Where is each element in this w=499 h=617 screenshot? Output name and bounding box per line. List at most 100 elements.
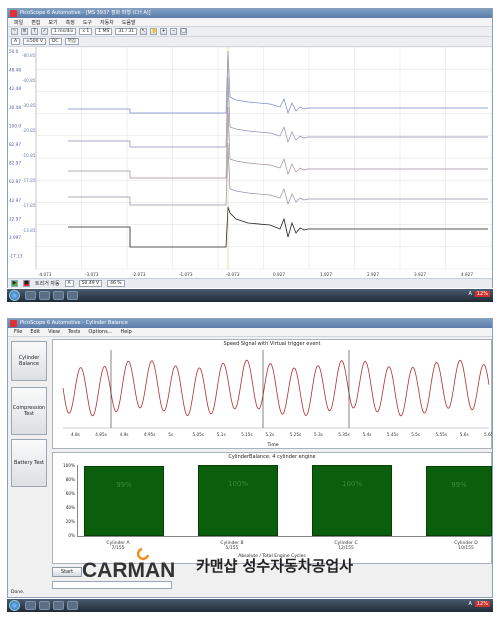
bar-cylinder-c[interactable]: 100% xyxy=(312,465,392,536)
bar-cylinder-b[interactable]: 100% xyxy=(198,465,278,536)
menu-file[interactable]: 파일 xyxy=(14,19,24,26)
trace-cyl-5 xyxy=(68,206,488,248)
x-tick-label: -2.073 xyxy=(132,272,146,277)
x-tick-label: 0.927 xyxy=(273,272,285,277)
menu-tests[interactable]: Tests xyxy=(67,329,81,335)
explorer-icon[interactable] xyxy=(25,291,36,300)
speed-xlabel: Time xyxy=(266,442,278,448)
bottom-taskbar: A 12% xyxy=(7,599,493,612)
menu-edit[interactable]: 편집 xyxy=(31,19,41,26)
bar-cylinder-a[interactable]: 99% xyxy=(84,465,164,536)
zoom-fit-icon[interactable]: □ xyxy=(180,28,188,35)
x-tick-label: 3.927 xyxy=(414,272,426,277)
y-axis-label: 62.97 xyxy=(9,179,21,184)
speed-x-tick: 5.05s xyxy=(193,432,205,437)
hand-icon[interactable]: ✋ xyxy=(150,28,158,35)
balance-y-axis: 100% 80% 60% 40% 20% 0% xyxy=(53,463,77,538)
stop-icon[interactable]: ■ xyxy=(23,280,30,287)
explorer-icon[interactable] xyxy=(25,601,36,610)
lock-icon[interactable]: ✓ xyxy=(41,28,48,35)
bar-b-label: 100% xyxy=(227,480,248,488)
ignition-scope-plot[interactable]: 50.0 48.48 42.48 30.48 100.0 82.97 82.97 62.97 4… xyxy=(8,47,493,279)
speed-x-tick: 5.6s xyxy=(460,432,469,437)
picoscope-icon[interactable] xyxy=(67,601,78,610)
trigger-channel[interactable]: A xyxy=(64,280,74,287)
cylinder-c-caption: Cylinder C 12/155 xyxy=(334,541,358,551)
meter-mode-icon[interactable]: ≡ xyxy=(21,28,28,35)
balance-y-tick: 0% xyxy=(68,533,75,538)
channel-a-label[interactable]: A xyxy=(11,38,21,45)
speed-signal-plot[interactable]: 4.8s 4.85s 4.9s 4.95s 5s 5.05s 5.1s 5.15s 5.2s 5.… xyxy=(53,348,493,448)
run-icon[interactable]: ▶ xyxy=(11,280,18,287)
menu-options[interactable]: Options... xyxy=(88,329,113,335)
zoom-in-icon[interactable]: + xyxy=(160,28,168,35)
menu-help[interactable]: Help xyxy=(120,329,132,335)
menu-view[interactable]: View xyxy=(48,329,60,335)
coupling-select[interactable]: DC xyxy=(48,38,62,45)
cylinder-balance-button[interactable]: Cylinder Balance xyxy=(11,341,47,381)
folder-icon[interactable] xyxy=(53,291,64,300)
filter-select[interactable]: 꺼짐 xyxy=(64,38,79,45)
zoom-out-icon[interactable]: − xyxy=(170,28,178,35)
top-toolbar-2: A ±500 V DC 꺼짐 xyxy=(8,37,492,47)
lang-indicator[interactable]: A xyxy=(468,291,472,297)
probe-icon[interactable]: ? xyxy=(31,28,38,35)
folder-icon[interactable] xyxy=(53,601,64,610)
top-window: PicoScope 6 Automotive - [MS 3937 점화 파형 … xyxy=(7,8,493,288)
cylinder-a-caption: Cylinder A 7/155 xyxy=(106,541,130,551)
browser-icon[interactable] xyxy=(39,291,50,300)
menu-help[interactable]: 도움말 xyxy=(121,19,136,26)
y-axis-label: 48.48 xyxy=(9,68,21,73)
menu-tools[interactable]: 도구 xyxy=(82,19,93,26)
menu-measure[interactable]: 측정 xyxy=(65,19,75,26)
y-axis-label: 82.97 xyxy=(9,142,21,147)
x-tick-label: 2.927 xyxy=(367,272,379,277)
speed-x-tick: 5.5s xyxy=(411,432,420,437)
cylinder-b-caption: Cylinder B 5/155 xyxy=(220,541,244,551)
compression-test-button[interactable]: Compression Test xyxy=(11,387,47,435)
y-axis-label: -17.13 xyxy=(9,254,23,259)
zoom-select[interactable]: x 1 xyxy=(79,28,93,35)
timebase-select[interactable]: 1 ms/div xyxy=(51,28,77,35)
range-select[interactable]: ±500 V xyxy=(23,38,46,45)
trigger-level[interactable]: 50.49 V xyxy=(78,280,103,287)
menu-vehicle[interactable]: 자동차 xyxy=(100,19,114,26)
menu-file[interactable]: File xyxy=(14,329,23,335)
x-tick-label: -0.073 xyxy=(226,272,240,277)
buffer-nav[interactable]: 31 / 31 xyxy=(115,28,138,35)
balance-plot-area: 99% 100% 100% 99% xyxy=(77,465,492,537)
menu-edit[interactable]: Edit xyxy=(30,329,41,335)
windows-start-icon[interactable] xyxy=(9,600,20,611)
bottom-menubar: File Edit View Tests Options... Help xyxy=(8,328,492,337)
bar-c-label: 100% xyxy=(341,480,362,488)
picoscope-icon[interactable] xyxy=(67,291,78,300)
bar-a-label: 99% xyxy=(116,480,132,489)
y-axis-label: 30.48 xyxy=(9,105,21,110)
x-tick-label: 4.927 xyxy=(461,272,473,277)
balance-y-tick: 80% xyxy=(65,477,75,482)
battery-test-button[interactable]: Battery Test xyxy=(11,439,47,487)
windows-start-icon[interactable] xyxy=(9,290,20,301)
start-button[interactable]: Start xyxy=(52,567,82,577)
top-window-title: PicoScope 6 Automotive - [MS 3937 점화 파형 … xyxy=(20,10,151,16)
pointer-icon[interactable]: ↖ xyxy=(140,28,148,35)
lang-indicator[interactable]: A xyxy=(468,601,472,607)
system-tray: A 12% xyxy=(468,601,490,607)
speed-x-tick: 4.85s xyxy=(95,432,107,437)
pre-trigger[interactable]: 46 % xyxy=(107,280,125,287)
speed-chart-title: Speed Signal with Virtual trigger event xyxy=(223,341,321,347)
speed-x-tick: 5.35s xyxy=(338,432,350,437)
cylinder-d-caption: Cylinder D 10/155 xyxy=(454,541,478,551)
speed-x-tick: 5s xyxy=(168,432,173,437)
top-menubar: 파일 편집 보기 측정 도구 자동차 도움말 xyxy=(8,18,492,27)
y-axis-label-secondary: -80.85 xyxy=(22,53,36,58)
y-axis-label: 100.0 xyxy=(9,123,21,128)
samples-select[interactable]: 1 MS xyxy=(95,28,113,35)
scope-mode-icon[interactable]: ~ xyxy=(11,28,18,35)
bar-cylinder-d[interactable]: 99% xyxy=(426,465,492,536)
trigger-mode[interactable]: 트리거 자동 xyxy=(35,281,60,287)
browser-icon[interactable] xyxy=(39,601,50,610)
balance-y-tick: 100% xyxy=(63,463,75,468)
y-axis-label: 3.997 xyxy=(9,235,21,240)
menu-view[interactable]: 보기 xyxy=(48,19,58,26)
